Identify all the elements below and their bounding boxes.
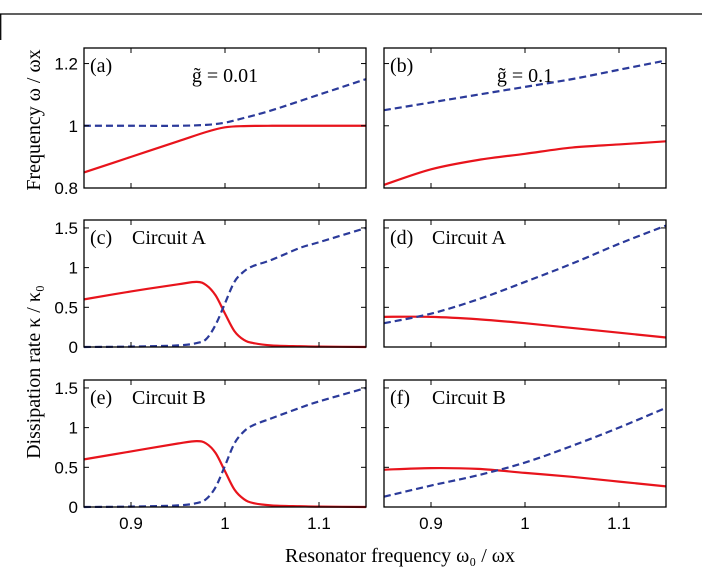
series-solid-line-f <box>383 466 667 488</box>
x-tick-label-e-0: 0.9 <box>119 514 143 533</box>
series-dashed-line-e <box>83 386 367 509</box>
panel-f: 0.9 1 1.1 (f) Circuit B <box>383 379 667 533</box>
panel-tag-a: (a) <box>90 55 112 77</box>
y-tick-label-c-2: 1 <box>69 259 78 278</box>
panel-tag-e: (e) <box>90 387 112 409</box>
panel-tag-b: (b) <box>390 55 413 77</box>
panel-tag-c: (c) <box>90 227 112 249</box>
series-dashed-line-d <box>383 224 667 325</box>
y-tick-label-e-0: 0 <box>69 498 78 517</box>
panel-a: 0.8 1 1.2 (a) g̃ = 0.01 <box>54 47 367 198</box>
series-solid-line-b <box>383 140 667 186</box>
panel-annotation-d: Circuit A <box>432 227 506 249</box>
series-solid-line-d <box>383 315 667 339</box>
panel-c: 0 0.5 1 1.5 (c) Circuit A <box>54 219 367 357</box>
y-axis-label-dissipation: Dissipation rate κ / κ₀ <box>23 285 45 459</box>
series-dashed-line-c <box>83 226 367 349</box>
panel-annotation-b: g̃ = 0.1 <box>497 65 553 87</box>
panel-annotation-f: Circuit B <box>432 387 506 409</box>
panel-tag-d: (d) <box>390 227 413 249</box>
series-solid-line-c <box>83 280 367 349</box>
panel-annotation-a: g̃ = 0.01 <box>192 65 258 87</box>
panels: 0.8 1 1.2 (a) g̃ = 0.01 (b) g̃ = 0.1 0 0.5 1 1.5 (c… <box>54 47 667 533</box>
x-tick-label-e-2: 1.1 <box>307 514 331 533</box>
series-dashed-line-a <box>83 78 367 127</box>
x-tick-label-e-1: 1 <box>220 514 229 533</box>
panel-b: (b) g̃ = 0.1 <box>383 47 667 189</box>
x-tick-label-f-0: 0.9 <box>419 514 443 533</box>
y-axis-label-frequency: Frequency ω / ωx <box>23 49 45 190</box>
y-tick-label-c-0: 0 <box>69 338 78 357</box>
x-axis-label: Resonator frequency ω₀ / ωx <box>285 545 515 567</box>
y-tick-label-e-3: 1.5 <box>54 379 78 398</box>
y-tick-label-c-3: 1.5 <box>54 219 78 238</box>
panel-frame-d <box>383 219 667 348</box>
panel-frame-c <box>83 219 367 348</box>
y-tick-label-a-1: 1 <box>69 117 78 136</box>
series-dashed-line-b <box>383 59 667 112</box>
y-tick-label-e-2: 1 <box>69 419 78 438</box>
y-tick-label-a-0: 0.8 <box>54 179 78 198</box>
y-tick-label-e-1: 0.5 <box>54 458 78 477</box>
panel-d: (d) Circuit A <box>383 219 667 348</box>
series-solid-line-e <box>83 440 367 509</box>
series-dashed-line-f <box>383 406 667 498</box>
panel-tag-f: (f) <box>390 387 410 409</box>
y-tick-label-a-2: 1.2 <box>54 55 78 74</box>
y-tick-label-c-1: 0.5 <box>54 298 78 317</box>
x-tick-label-f-1: 1 <box>520 514 529 533</box>
panel-annotation-e: Circuit B <box>132 387 206 409</box>
panel-annotation-c: Circuit A <box>132 227 206 249</box>
series-solid-line-a <box>83 124 366 174</box>
x-tick-label-f-2: 1.1 <box>607 514 631 533</box>
panel-frame-f <box>383 379 667 508</box>
panel-e: 0 0.5 1 1.5 0.9 1 1.1 (e) Circuit B <box>54 379 367 533</box>
